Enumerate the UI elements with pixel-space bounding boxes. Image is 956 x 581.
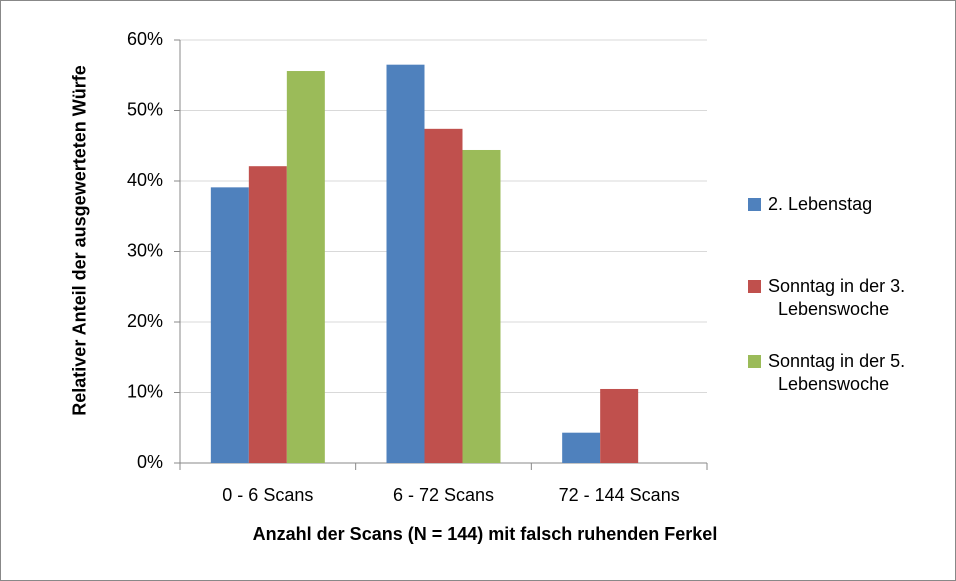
legend-item: 2. Lebenstag [768,193,943,216]
y-tick-label: 60% [127,29,163,49]
legend-label: 2. Lebenstag [768,194,873,214]
legend-swatch [748,355,761,368]
bar [562,432,601,463]
bar [248,166,287,463]
x-tick-label: 72 - 144 Scans [559,485,680,505]
legend-label: Sonntag in der 5. Lebenswoche [768,351,906,394]
legend-swatch [748,198,761,211]
legend-item: Sonntag in der 5. Lebenswoche [768,350,943,396]
bar [210,187,249,463]
x-tick-label: 6 - 72 Scans [393,485,494,505]
legend-item: Sonntag in der 3. Lebenswoche [768,275,943,321]
x-tick-label: 0 - 6 Scans [222,485,313,505]
bar [386,64,425,464]
bar [286,71,325,464]
bar [600,388,639,463]
x-axis-title: Anzahl der Scans (N = 144) mit falsch ru… [253,524,718,544]
legend-label: Sonntag in der 3. Lebenswoche [768,276,906,319]
bar [462,149,501,464]
y-tick-label: 0% [137,452,163,472]
y-tick-label: 30% [127,240,163,260]
bar [424,128,463,463]
y-tick-label: 50% [127,99,163,119]
y-tick-label: 40% [127,170,163,190]
y-tick-label: 20% [127,311,163,331]
y-axis-title: Relativer Anteil der ausgewerteten Würfe [69,65,90,416]
legend-swatch [748,280,761,293]
y-tick-label: 10% [127,381,163,401]
